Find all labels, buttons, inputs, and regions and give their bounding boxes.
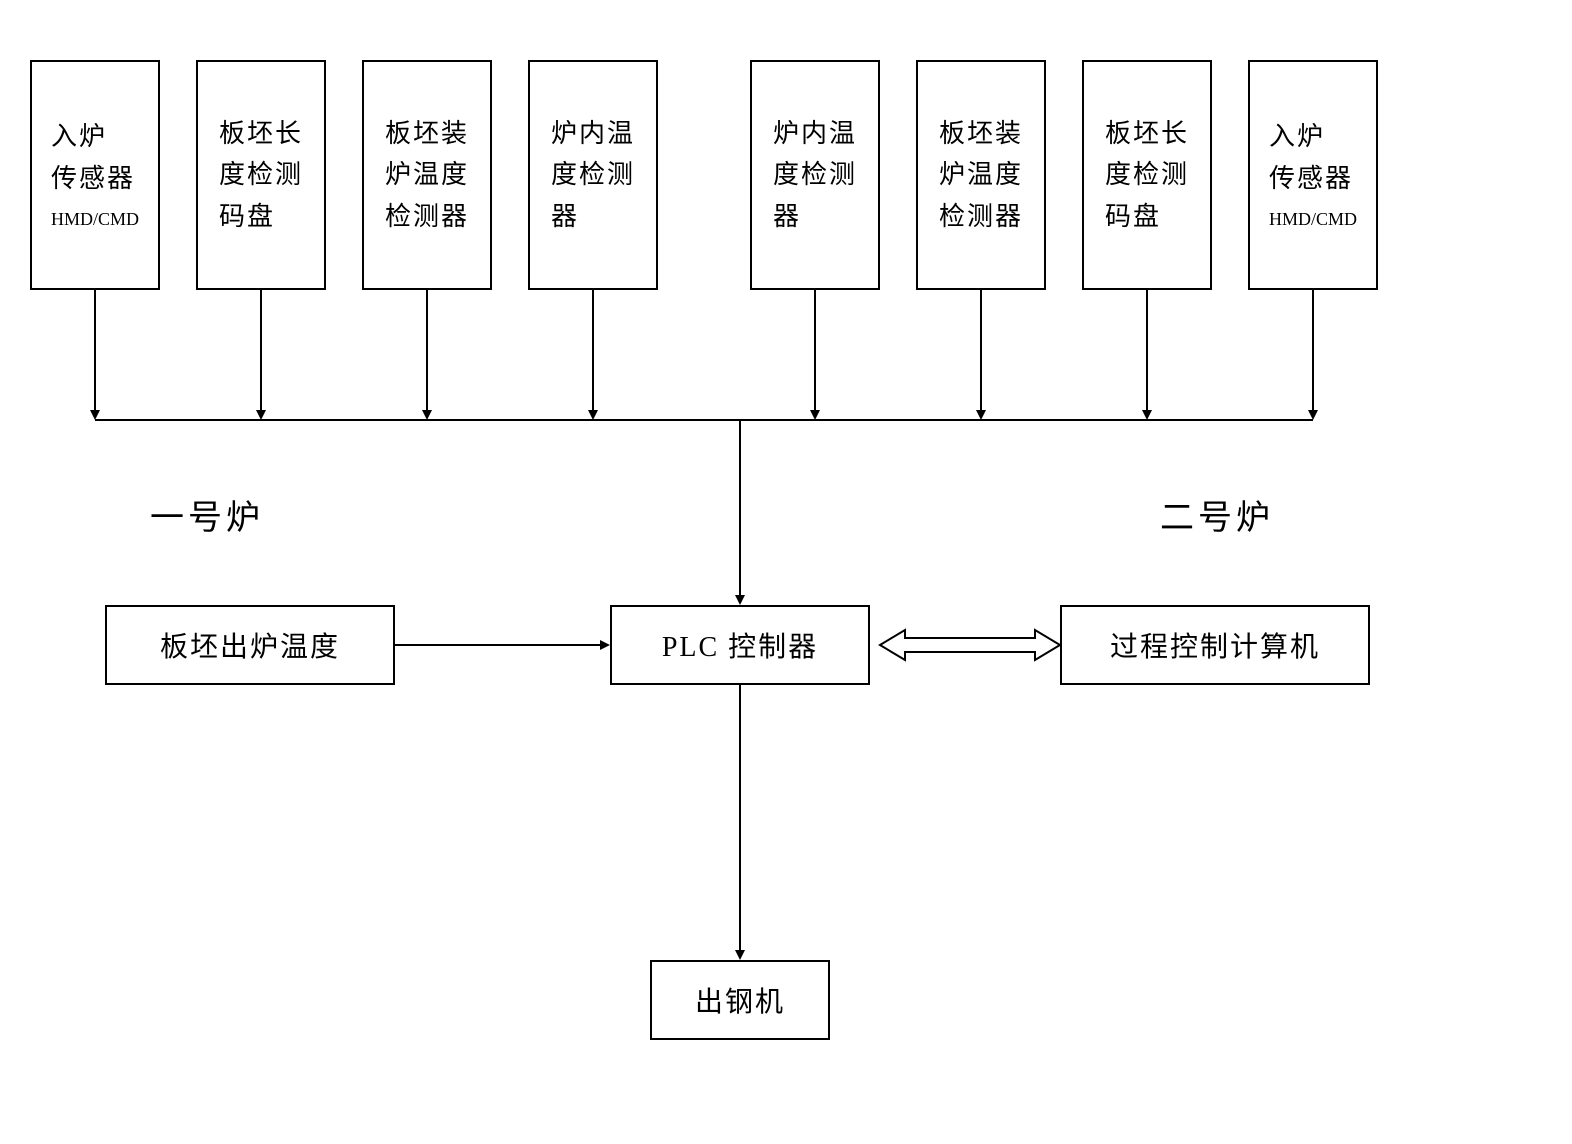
furnace-1-label: 一号炉 [150, 490, 264, 539]
sensor-label: 入炉传感器 [1269, 122, 1353, 193]
sensor-box-5: 炉内温度检测器 [750, 60, 880, 290]
sensor-box-6: 板坯装炉温度检测器 [916, 60, 1046, 290]
slab-exit-temp-box: 板坯出炉温度 [105, 605, 395, 685]
sensor-box-2: 板坯长度检测码盘 [196, 60, 326, 290]
sensor-sublabel: HMD/CMD [1269, 205, 1357, 234]
sensor-label: 板坯装炉温度检测器 [385, 119, 469, 231]
process-computer-box: 过程控制计算机 [1060, 605, 1370, 685]
sensor-box-1: 入炉传感器 HMD/CMD [30, 60, 160, 290]
sensor-box-8: 入炉传感器 HMD/CMD [1248, 60, 1378, 290]
sensor-sublabel: HMD/CMD [51, 205, 139, 234]
sensor-label: 入炉传感器 [51, 122, 135, 193]
extractor-box: 出钢机 [650, 960, 830, 1040]
plc-controller-box: PLC 控制器 [610, 605, 870, 685]
sensor-label: 炉内温度检测器 [773, 119, 857, 231]
plc-controller-label: PLC 控制器 [662, 625, 818, 665]
furnace-2-label: 二号炉 [1160, 490, 1274, 539]
sensor-label: 板坯长度检测码盘 [219, 119, 303, 231]
sensor-box-4: 炉内温度检测器 [528, 60, 658, 290]
sensor-label: 炉内温度检测器 [551, 119, 635, 231]
sensor-label: 板坯装炉温度检测器 [939, 119, 1023, 231]
sensor-label: 板坯长度检测码盘 [1105, 119, 1189, 231]
extractor-label: 出钢机 [695, 980, 785, 1020]
slab-exit-temp-label: 板坯出炉温度 [160, 625, 340, 665]
sensor-box-7: 板坯长度检测码盘 [1082, 60, 1212, 290]
sensor-box-3: 板坯装炉温度检测器 [362, 60, 492, 290]
flowchart-diagram: 入炉传感器 HMD/CMD 板坯长度检测码盘 板坯装炉温度检测器 炉内温度检测器… [0, 0, 1572, 1144]
process-computer-label: 过程控制计算机 [1110, 625, 1320, 665]
